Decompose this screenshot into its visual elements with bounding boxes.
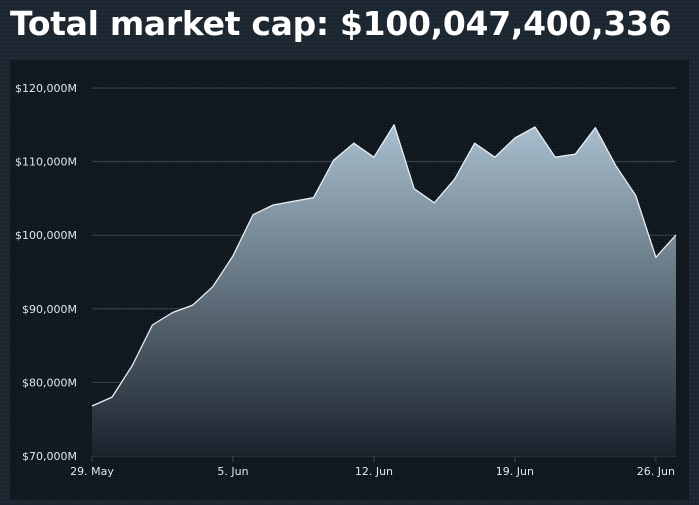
data-point[interactable]: [431, 200, 437, 206]
page-title: Total market cap: $100,047,400,336: [10, 4, 672, 43]
data-point[interactable]: [371, 154, 377, 160]
data-point[interactable]: [129, 362, 135, 368]
data-point[interactable]: [190, 302, 196, 308]
area-fill: [92, 124, 676, 457]
area-series: [89, 122, 679, 457]
x-axis-labels: 29. May 5. Jun 12. Jun 19. Jun 26. Jun: [70, 456, 675, 478]
data-point[interactable]: [170, 309, 176, 315]
data-point[interactable]: [532, 124, 538, 130]
data-point[interactable]: [552, 154, 558, 160]
data-point[interactable]: [250, 212, 256, 218]
data-point[interactable]: [592, 125, 598, 131]
data-point[interactable]: [89, 403, 95, 409]
data-point[interactable]: [391, 122, 397, 128]
data-point[interactable]: [653, 254, 659, 260]
data-point[interactable]: [411, 186, 417, 192]
data-point[interactable]: [572, 151, 578, 157]
y-tick-label: $100,000M: [15, 229, 77, 242]
x-tick-label: 19. Jun: [496, 465, 534, 478]
x-tick-label: 5. Jun: [217, 465, 248, 478]
x-tick-label: 12. Jun: [355, 465, 393, 478]
x-tick-label: 26. Jun: [637, 465, 675, 478]
y-tick-label: $120,000M: [15, 82, 77, 95]
data-point[interactable]: [230, 253, 236, 259]
data-point[interactable]: [351, 140, 357, 146]
data-point[interactable]: [290, 198, 296, 204]
data-point[interactable]: [270, 202, 276, 208]
data-point[interactable]: [613, 162, 619, 168]
y-tick-label: $110,000M: [15, 156, 77, 169]
data-point[interactable]: [673, 232, 679, 238]
data-point[interactable]: [210, 284, 216, 290]
x-tick-label: 29. May: [70, 465, 114, 478]
y-tick-label: $80,000M: [22, 376, 77, 389]
data-point[interactable]: [149, 322, 155, 328]
data-point[interactable]: [109, 394, 115, 400]
data-point[interactable]: [472, 140, 478, 146]
data-point[interactable]: [492, 154, 498, 160]
data-point[interactable]: [331, 157, 337, 163]
chart-panel: $70,000M $80,000M $90,000M $100,000M $110,00…: [10, 60, 689, 500]
market-cap-chart: $70,000M $80,000M $90,000M $100,000M $110,00…: [15, 82, 679, 478]
y-tick-label: $90,000M: [22, 303, 77, 316]
data-point[interactable]: [451, 176, 457, 182]
data-point[interactable]: [512, 135, 518, 141]
y-tick-label: $70,000M: [22, 450, 77, 463]
data-point[interactable]: [311, 195, 317, 201]
series-line: [91, 124, 677, 407]
y-axis-labels: $70,000M $80,000M $90,000M $100,000M $110,00…: [15, 82, 77, 463]
data-point[interactable]: [633, 192, 639, 198]
